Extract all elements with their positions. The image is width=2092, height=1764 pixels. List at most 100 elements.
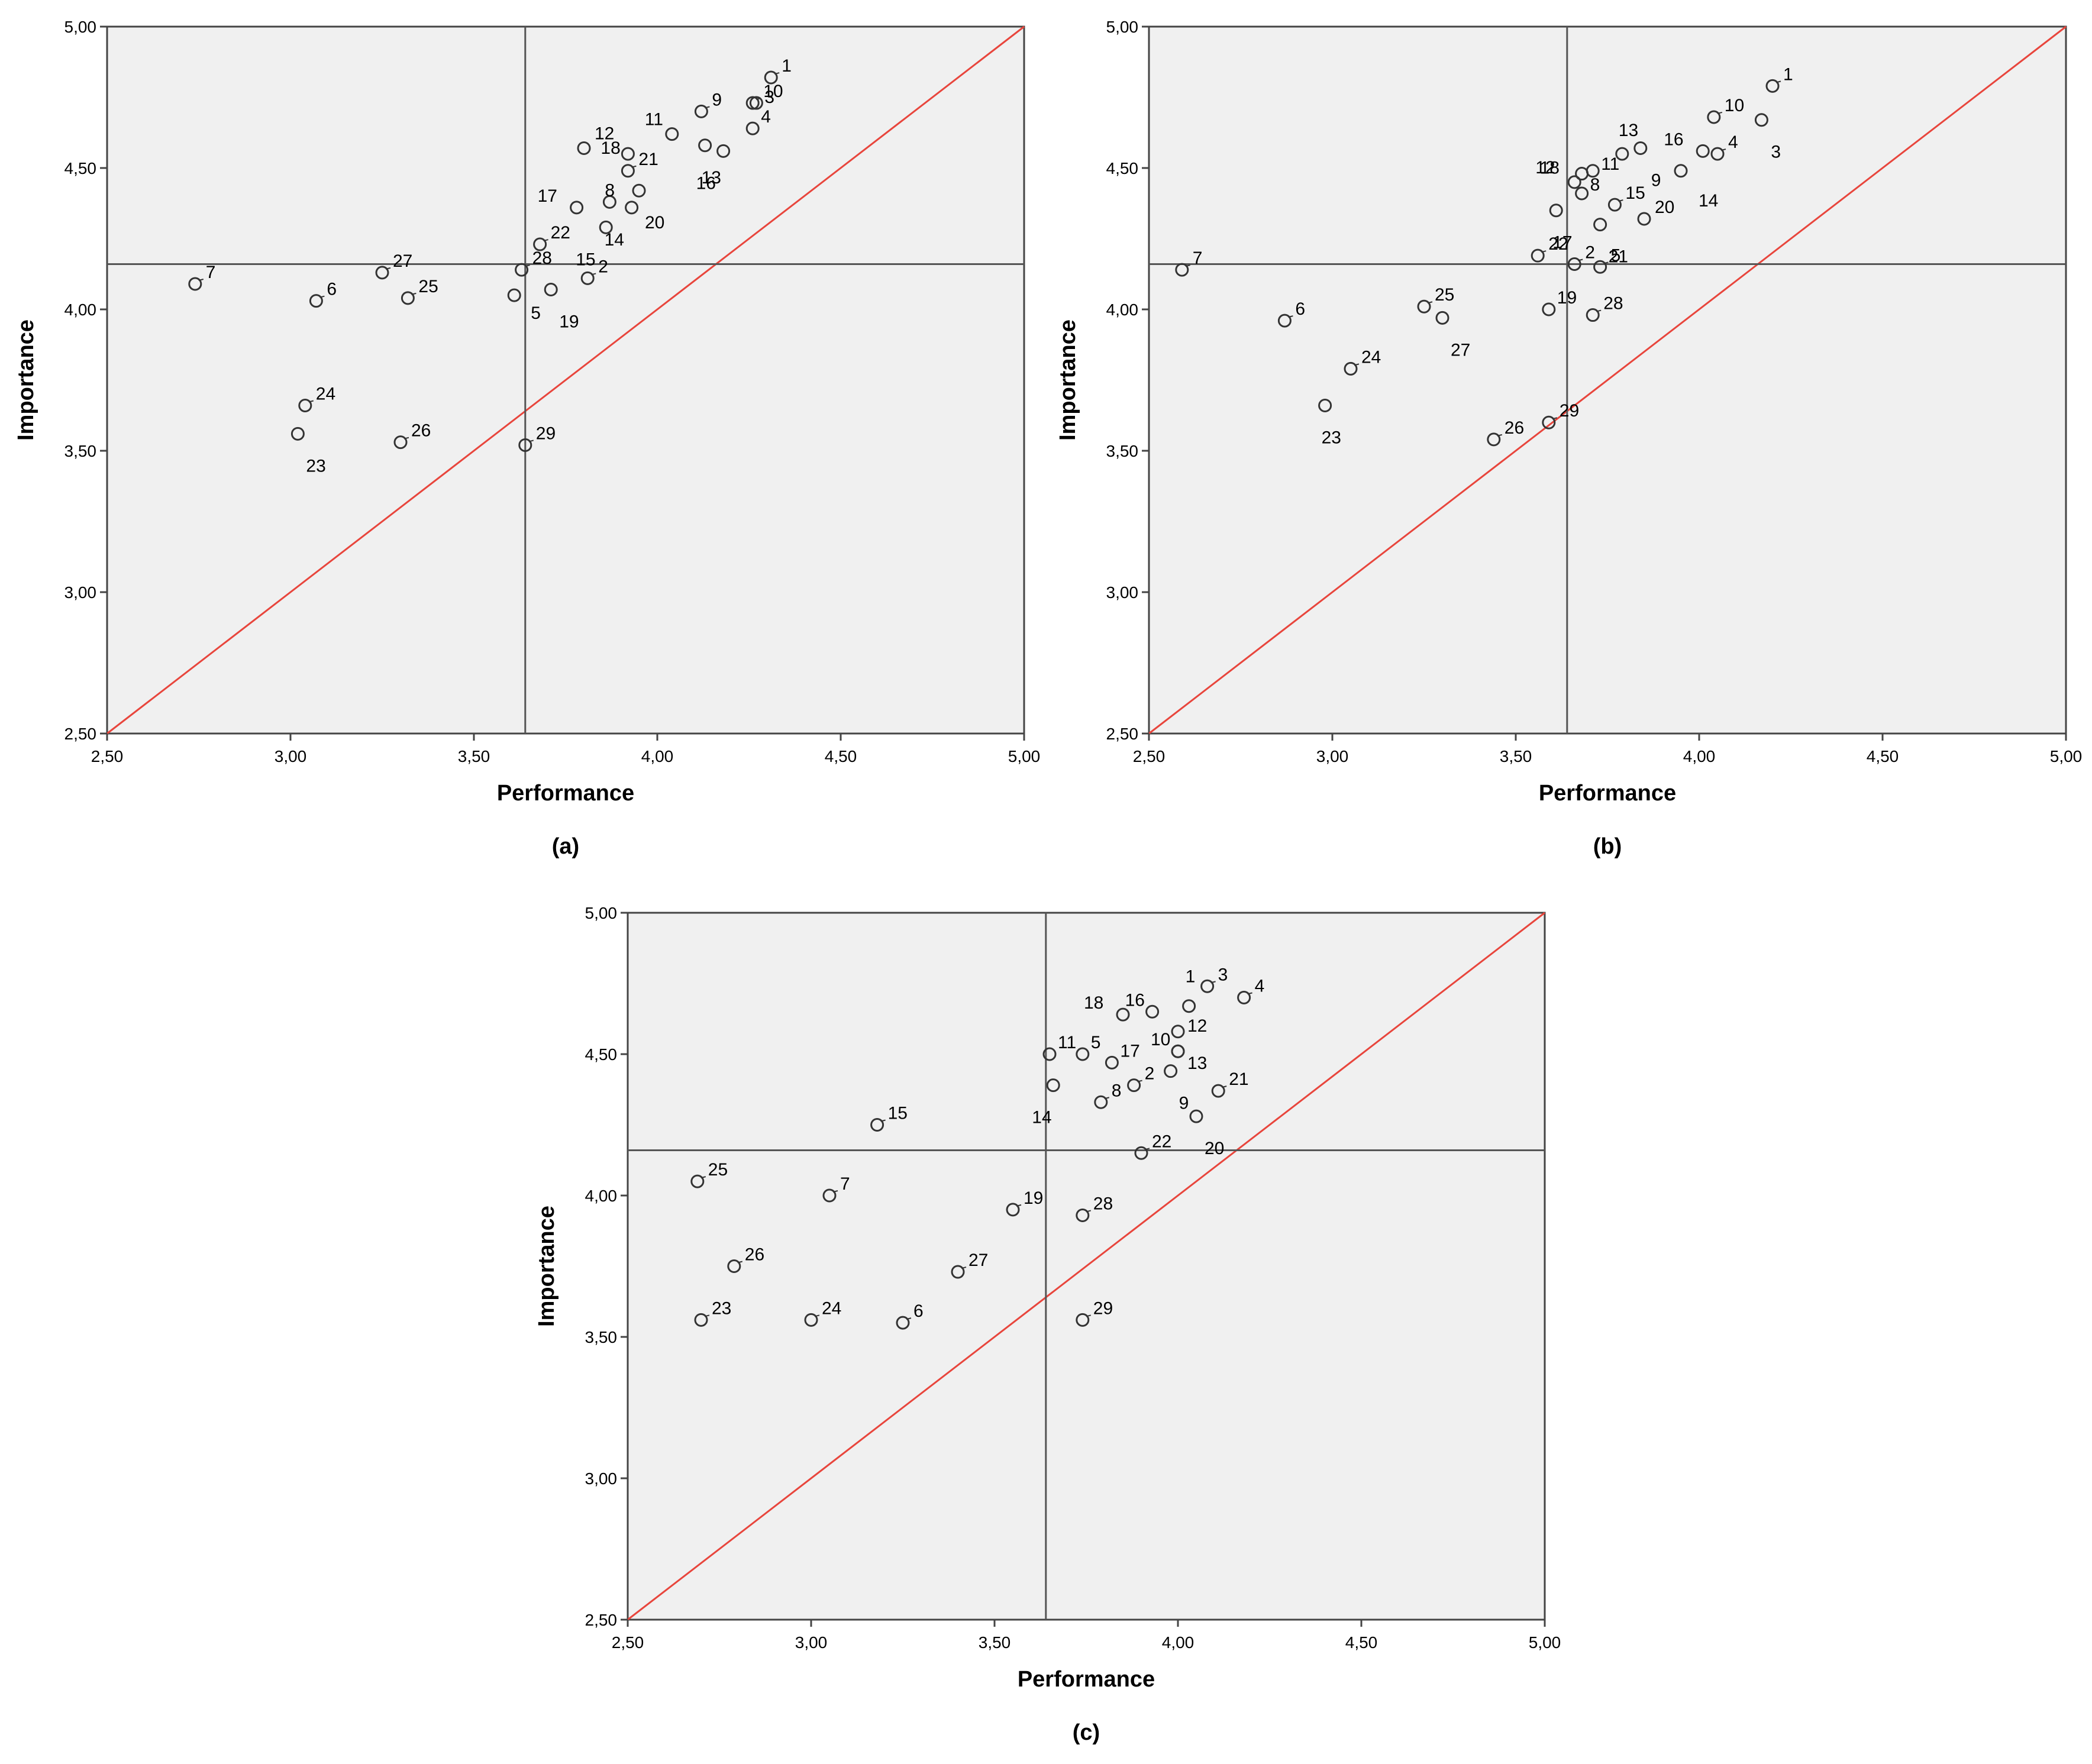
data-point-label: 11 xyxy=(645,110,663,130)
data-point-label: 27 xyxy=(393,251,412,271)
data-point xyxy=(1707,110,1721,124)
data-point-label: 19 xyxy=(1557,288,1577,308)
data-point-label: 17 xyxy=(1552,233,1572,253)
label-leader xyxy=(1596,309,1602,312)
label-leader xyxy=(590,273,596,276)
label-leader xyxy=(1603,261,1609,264)
data-point-label: 25 xyxy=(1435,285,1454,305)
data-point-label: 4 xyxy=(1255,976,1265,996)
label-leader xyxy=(1577,259,1583,261)
data-point-label: 16 xyxy=(1125,990,1145,1010)
data-point-label: 7 xyxy=(206,263,216,282)
data-point-label: 4 xyxy=(1728,133,1738,152)
data-point xyxy=(1531,248,1545,263)
data-point-label: 28 xyxy=(1603,294,1623,314)
data-point xyxy=(1318,399,1332,413)
data-point-label: 10 xyxy=(1151,1030,1170,1049)
label-leader xyxy=(705,106,710,109)
data-point xyxy=(298,399,312,413)
diagonal-line xyxy=(627,912,1545,1621)
data-point-label: 3 xyxy=(1218,965,1228,984)
label-leader xyxy=(1497,434,1503,437)
y-tick-label: 3,50 xyxy=(64,442,97,460)
diagonal-line xyxy=(1148,25,2067,735)
data-point-label: 21 xyxy=(1229,1070,1248,1089)
data-point-label: 14 xyxy=(1699,191,1718,211)
x-tick-label: 2,50 xyxy=(91,747,124,765)
data-point xyxy=(1549,203,1563,218)
data-point xyxy=(896,1316,910,1330)
label-leader xyxy=(774,72,780,75)
y-tick-label: 5,00 xyxy=(64,18,97,36)
label-leader xyxy=(385,267,391,270)
x-tick-label: 4,00 xyxy=(1683,747,1716,765)
data-point xyxy=(1754,113,1768,127)
data-point xyxy=(1134,1146,1148,1160)
y-tick-label: 3,50 xyxy=(1106,442,1139,460)
x-tick-label: 4,50 xyxy=(825,747,857,765)
data-point xyxy=(515,263,529,277)
label-leader xyxy=(543,239,548,242)
data-point xyxy=(1567,175,1581,189)
data-point xyxy=(1076,1313,1090,1327)
data-point-label: 1 xyxy=(1186,967,1196,987)
label-leader xyxy=(1086,1314,1092,1317)
x-tick-label: 2,50 xyxy=(1133,747,1166,765)
data-point xyxy=(621,147,635,161)
data-point xyxy=(632,183,646,198)
label-leader xyxy=(308,400,314,403)
x-axis-label: Performance xyxy=(1018,1667,1155,1692)
data-point xyxy=(577,141,591,156)
data-point xyxy=(698,138,712,153)
data-point-label: 19 xyxy=(559,312,579,332)
label-leader xyxy=(198,279,204,281)
data-point-label: 27 xyxy=(968,1251,988,1270)
label-leader xyxy=(814,1314,820,1317)
label-leader xyxy=(1775,80,1781,83)
data-point-label: 29 xyxy=(536,424,556,443)
data-point xyxy=(1487,432,1501,447)
data-point xyxy=(401,291,415,305)
data-point-label: 15 xyxy=(1625,183,1645,203)
data-point-label: 18 xyxy=(601,138,620,158)
data-point xyxy=(1042,1047,1057,1061)
data-point xyxy=(727,1259,741,1273)
label-leader xyxy=(880,1119,886,1122)
data-point xyxy=(1237,990,1251,1004)
data-point-label: 3 xyxy=(1771,143,1781,162)
label-leader xyxy=(906,1317,912,1320)
data-point xyxy=(1765,79,1780,93)
data-point-label: 15 xyxy=(888,1104,908,1123)
data-point xyxy=(1710,147,1725,161)
y-tick-label: 2,50 xyxy=(64,725,97,743)
label-leader xyxy=(1016,1204,1022,1207)
data-point-label: 3 xyxy=(764,88,774,107)
y-tick-label: 3,00 xyxy=(1106,583,1139,602)
label-leader xyxy=(1221,1085,1227,1088)
data-point xyxy=(1674,164,1688,178)
data-point xyxy=(518,438,532,452)
x-tick-label: 2,50 xyxy=(612,1633,644,1652)
data-point xyxy=(822,1188,837,1203)
data-point-label: 24 xyxy=(822,1298,841,1318)
data-point-label: 16 xyxy=(696,173,716,193)
data-point xyxy=(1182,999,1196,1013)
data-point-label: 20 xyxy=(1655,198,1674,217)
label-leader xyxy=(704,1314,710,1317)
label-leader xyxy=(1717,111,1723,114)
data-point xyxy=(580,271,595,285)
data-point xyxy=(570,201,584,215)
data-point xyxy=(1575,167,1589,181)
data-point-label: 16 xyxy=(1664,130,1683,149)
x-tick-label: 4,00 xyxy=(641,747,674,765)
panel-caption: (b) xyxy=(1593,834,1622,859)
data-point xyxy=(375,266,389,280)
data-point-label: 25 xyxy=(418,277,438,296)
chart-panel-3: 2,50 3,00 3,50 4,00 4,50 5,00 2,50 3,00 3,50 4,00… xyxy=(534,904,1561,1745)
data-point-label: 10 xyxy=(763,82,783,101)
label-leader xyxy=(756,98,761,101)
data-point-label: 12 xyxy=(1535,158,1555,177)
data-point xyxy=(1189,1109,1203,1123)
data-point-label: 18 xyxy=(1540,159,1560,178)
